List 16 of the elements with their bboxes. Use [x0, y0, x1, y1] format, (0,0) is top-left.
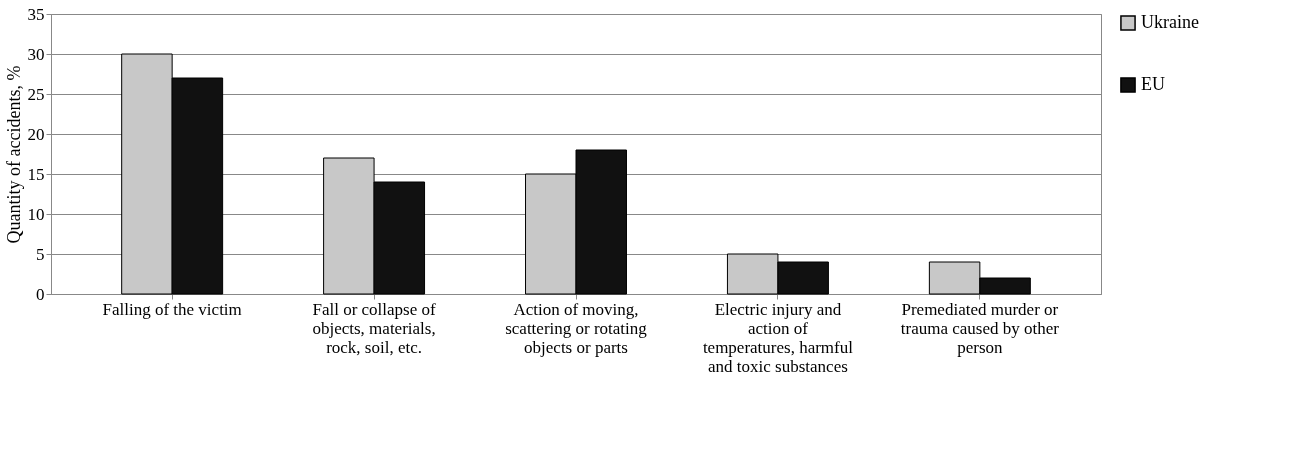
y-tick-label: 20 — [27, 124, 45, 144]
y-tick-label: 30 — [27, 44, 45, 64]
y-tick-label: 25 — [27, 84, 45, 104]
x-tick-label: Falling of the victim — [102, 299, 242, 319]
x-tick-label: Premediated murder or trauma caused by other person — [900, 299, 1060, 357]
x-tick-label: Electric injury and action of temperatures, harmful and toxic substances — [702, 299, 854, 376]
y-tick-label: 35 — [27, 4, 45, 24]
legend-label: EU — [1141, 74, 1165, 94]
y-axis-title: Quantity of accidents, % — [3, 65, 24, 244]
legend-label: Ukraine — [1141, 12, 1199, 32]
y-tick-label: 15 — [27, 164, 45, 184]
y-tick-label: 10 — [27, 204, 45, 224]
x-tick-label: Fall or collapse of objects, materials, rock, soil, etc. — [312, 299, 437, 357]
x-tick-label: Action of moving, scattering or rotating objects or parts — [505, 299, 648, 357]
y-tick-label: 0 — [36, 284, 45, 304]
y-tick-label: 5 — [36, 244, 45, 264]
